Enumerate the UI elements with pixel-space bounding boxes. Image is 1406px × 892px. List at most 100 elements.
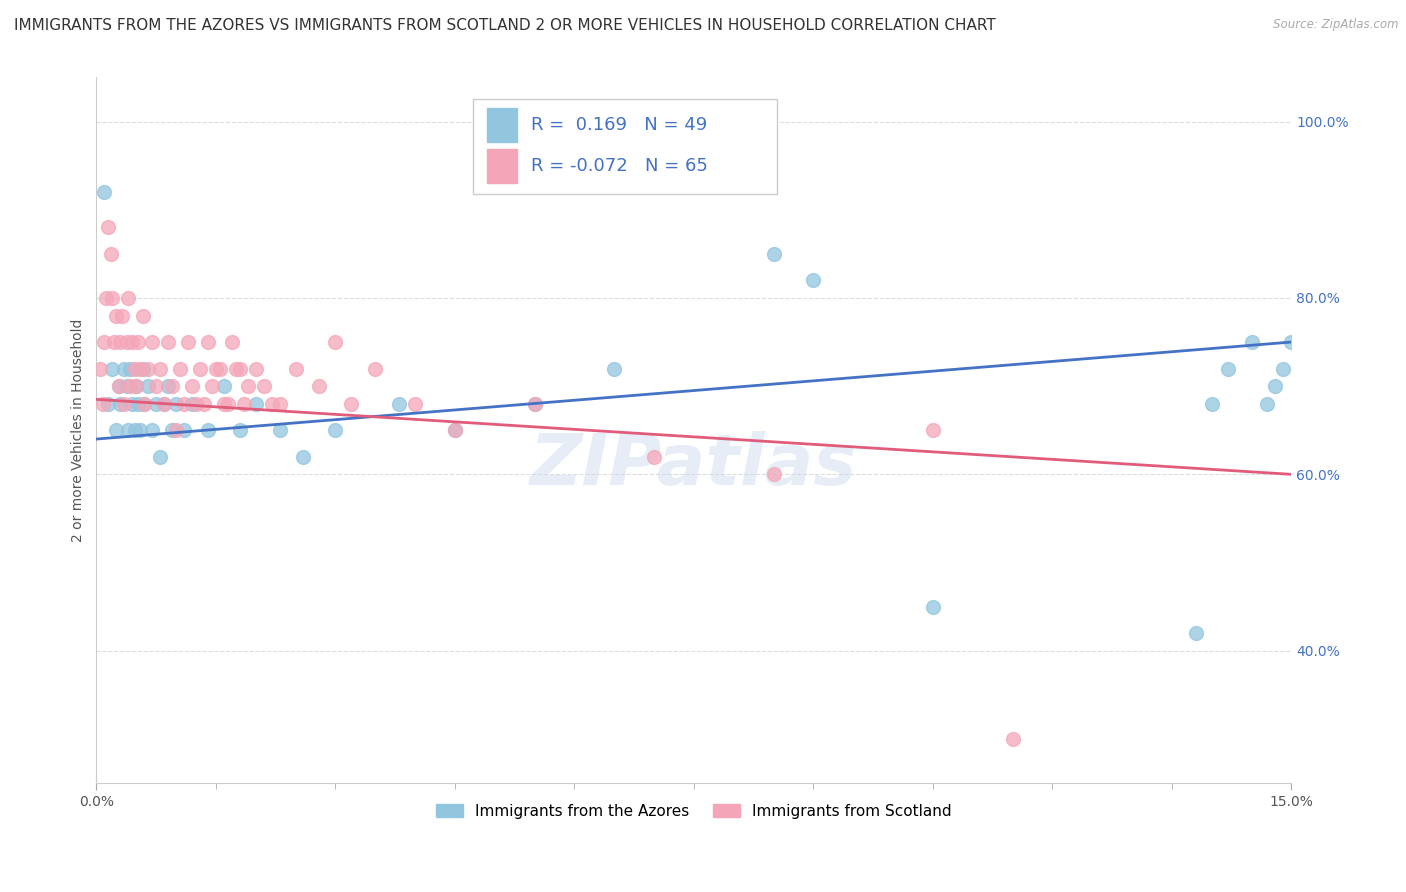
Immigrants from the Azores	[118, 361, 141, 376]
Immigrants from Scotland	[444, 423, 467, 437]
Immigrants from Scotland	[193, 397, 215, 411]
Immigrants from the Azores	[603, 361, 626, 376]
Immigrants from Scotland	[523, 397, 546, 411]
Bar	[486, 149, 517, 183]
Immigrants from the Azores	[124, 423, 146, 437]
Immigrants from Scotland	[169, 361, 191, 376]
Immigrants from Scotland	[97, 220, 120, 235]
Text: Source: ZipAtlas.com: Source: ZipAtlas.com	[1274, 18, 1399, 31]
Immigrants from the Azores	[762, 247, 785, 261]
Immigrants from Scotland	[197, 334, 219, 349]
Immigrants from the Azores	[112, 361, 135, 376]
Immigrants from the Azores	[1184, 626, 1206, 640]
Immigrants from the Azores	[110, 397, 132, 411]
Immigrants from Scotland	[117, 291, 139, 305]
Immigrants from the Azores	[97, 397, 120, 411]
Immigrants from Scotland	[111, 309, 134, 323]
Text: IMMIGRANTS FROM THE AZORES VS IMMIGRANTS FROM SCOTLAND 2 OR MORE VEHICLES IN HOU: IMMIGRANTS FROM THE AZORES VS IMMIGRANTS…	[14, 18, 995, 33]
Immigrants from Scotland	[110, 334, 132, 349]
Immigrants from Scotland	[340, 397, 363, 411]
Immigrants from Scotland	[921, 423, 943, 437]
Immigrants from Scotland	[141, 334, 163, 349]
Immigrants from the Azores	[121, 397, 143, 411]
Immigrants from Scotland	[112, 397, 135, 411]
Immigrants from Scotland	[160, 379, 183, 393]
Immigrants from Scotland	[173, 397, 195, 411]
Immigrants from Scotland	[91, 397, 114, 411]
Immigrants from the Azores	[153, 397, 176, 411]
Immigrants from the Azores	[388, 397, 411, 411]
Immigrants from Scotland	[118, 379, 141, 393]
Immigrants from the Azores	[212, 379, 235, 393]
Immigrants from the Azores	[1256, 397, 1278, 411]
Immigrants from Scotland	[124, 361, 146, 376]
Immigrants from Scotland	[205, 361, 228, 376]
Immigrants from Scotland	[93, 334, 115, 349]
Immigrants from the Azores	[1279, 334, 1302, 349]
Immigrants from Scotland	[115, 334, 138, 349]
Immigrants from Scotland	[229, 361, 252, 376]
Immigrants from Scotland	[232, 397, 254, 411]
Immigrants from the Azores	[444, 423, 467, 437]
Immigrants from the Azores	[129, 423, 152, 437]
Text: ZIPatlas: ZIPatlas	[530, 431, 858, 500]
Immigrants from the Azores	[117, 423, 139, 437]
Immigrants from Scotland	[129, 361, 152, 376]
Legend: Immigrants from the Azores, Immigrants from Scotland: Immigrants from the Azores, Immigrants f…	[430, 797, 957, 825]
Immigrants from Scotland	[212, 397, 235, 411]
Immigrants from Scotland	[103, 334, 125, 349]
Immigrants from Scotland	[236, 379, 259, 393]
Immigrants from the Azores	[1272, 361, 1295, 376]
Immigrants from Scotland	[184, 397, 207, 411]
Immigrants from the Azores	[1216, 361, 1239, 376]
Immigrants from Scotland	[157, 334, 180, 349]
Immigrants from the Azores	[801, 273, 824, 287]
Immigrants from the Azores	[173, 423, 195, 437]
Immigrants from Scotland	[325, 334, 347, 349]
Immigrants from the Azores	[921, 599, 943, 614]
Immigrants from Scotland	[127, 334, 149, 349]
Immigrants from Scotland	[364, 361, 387, 376]
Y-axis label: 2 or more Vehicles in Household: 2 or more Vehicles in Household	[72, 318, 86, 542]
Immigrants from Scotland	[136, 361, 159, 376]
Immigrants from the Azores	[131, 361, 153, 376]
Immigrants from Scotland	[131, 309, 153, 323]
Immigrants from the Azores	[160, 423, 183, 437]
Immigrants from Scotland	[153, 397, 176, 411]
Immigrants from the Azores	[165, 397, 187, 411]
Immigrants from the Azores	[127, 397, 149, 411]
Immigrants from Scotland	[201, 379, 224, 393]
Immigrants from the Azores	[93, 185, 115, 199]
Immigrants from Scotland	[89, 361, 111, 376]
Immigrants from the Azores	[292, 450, 315, 464]
Immigrants from Scotland	[125, 379, 148, 393]
Immigrants from Scotland	[253, 379, 276, 393]
Immigrants from Scotland	[165, 423, 187, 437]
Immigrants from Scotland	[260, 397, 283, 411]
Immigrants from Scotland	[181, 379, 204, 393]
Immigrants from Scotland	[100, 247, 122, 261]
Immigrants from the Azores	[149, 450, 172, 464]
Immigrants from Scotland	[404, 397, 426, 411]
Immigrants from the Azores	[229, 423, 252, 437]
Immigrants from Scotland	[94, 291, 117, 305]
Immigrants from Scotland	[308, 379, 330, 393]
Immigrants from the Azores	[134, 397, 156, 411]
Immigrants from Scotland	[245, 361, 267, 376]
Immigrants from the Azores	[325, 423, 347, 437]
Immigrants from Scotland	[1001, 731, 1024, 746]
Immigrants from the Azores	[181, 397, 204, 411]
Immigrants from Scotland	[269, 397, 291, 411]
Immigrants from Scotland	[121, 334, 143, 349]
Immigrants from Scotland	[107, 379, 129, 393]
Immigrants from Scotland	[643, 450, 665, 464]
Immigrants from the Azores	[107, 379, 129, 393]
Immigrants from the Azores	[141, 423, 163, 437]
Immigrants from the Azores	[523, 397, 546, 411]
Immigrants from Scotland	[188, 361, 211, 376]
Text: R =  0.169   N = 49: R = 0.169 N = 49	[531, 117, 707, 135]
Immigrants from Scotland	[149, 361, 172, 376]
Immigrants from the Azores	[157, 379, 180, 393]
Immigrants from Scotland	[105, 309, 128, 323]
Immigrants from the Azores	[245, 397, 267, 411]
